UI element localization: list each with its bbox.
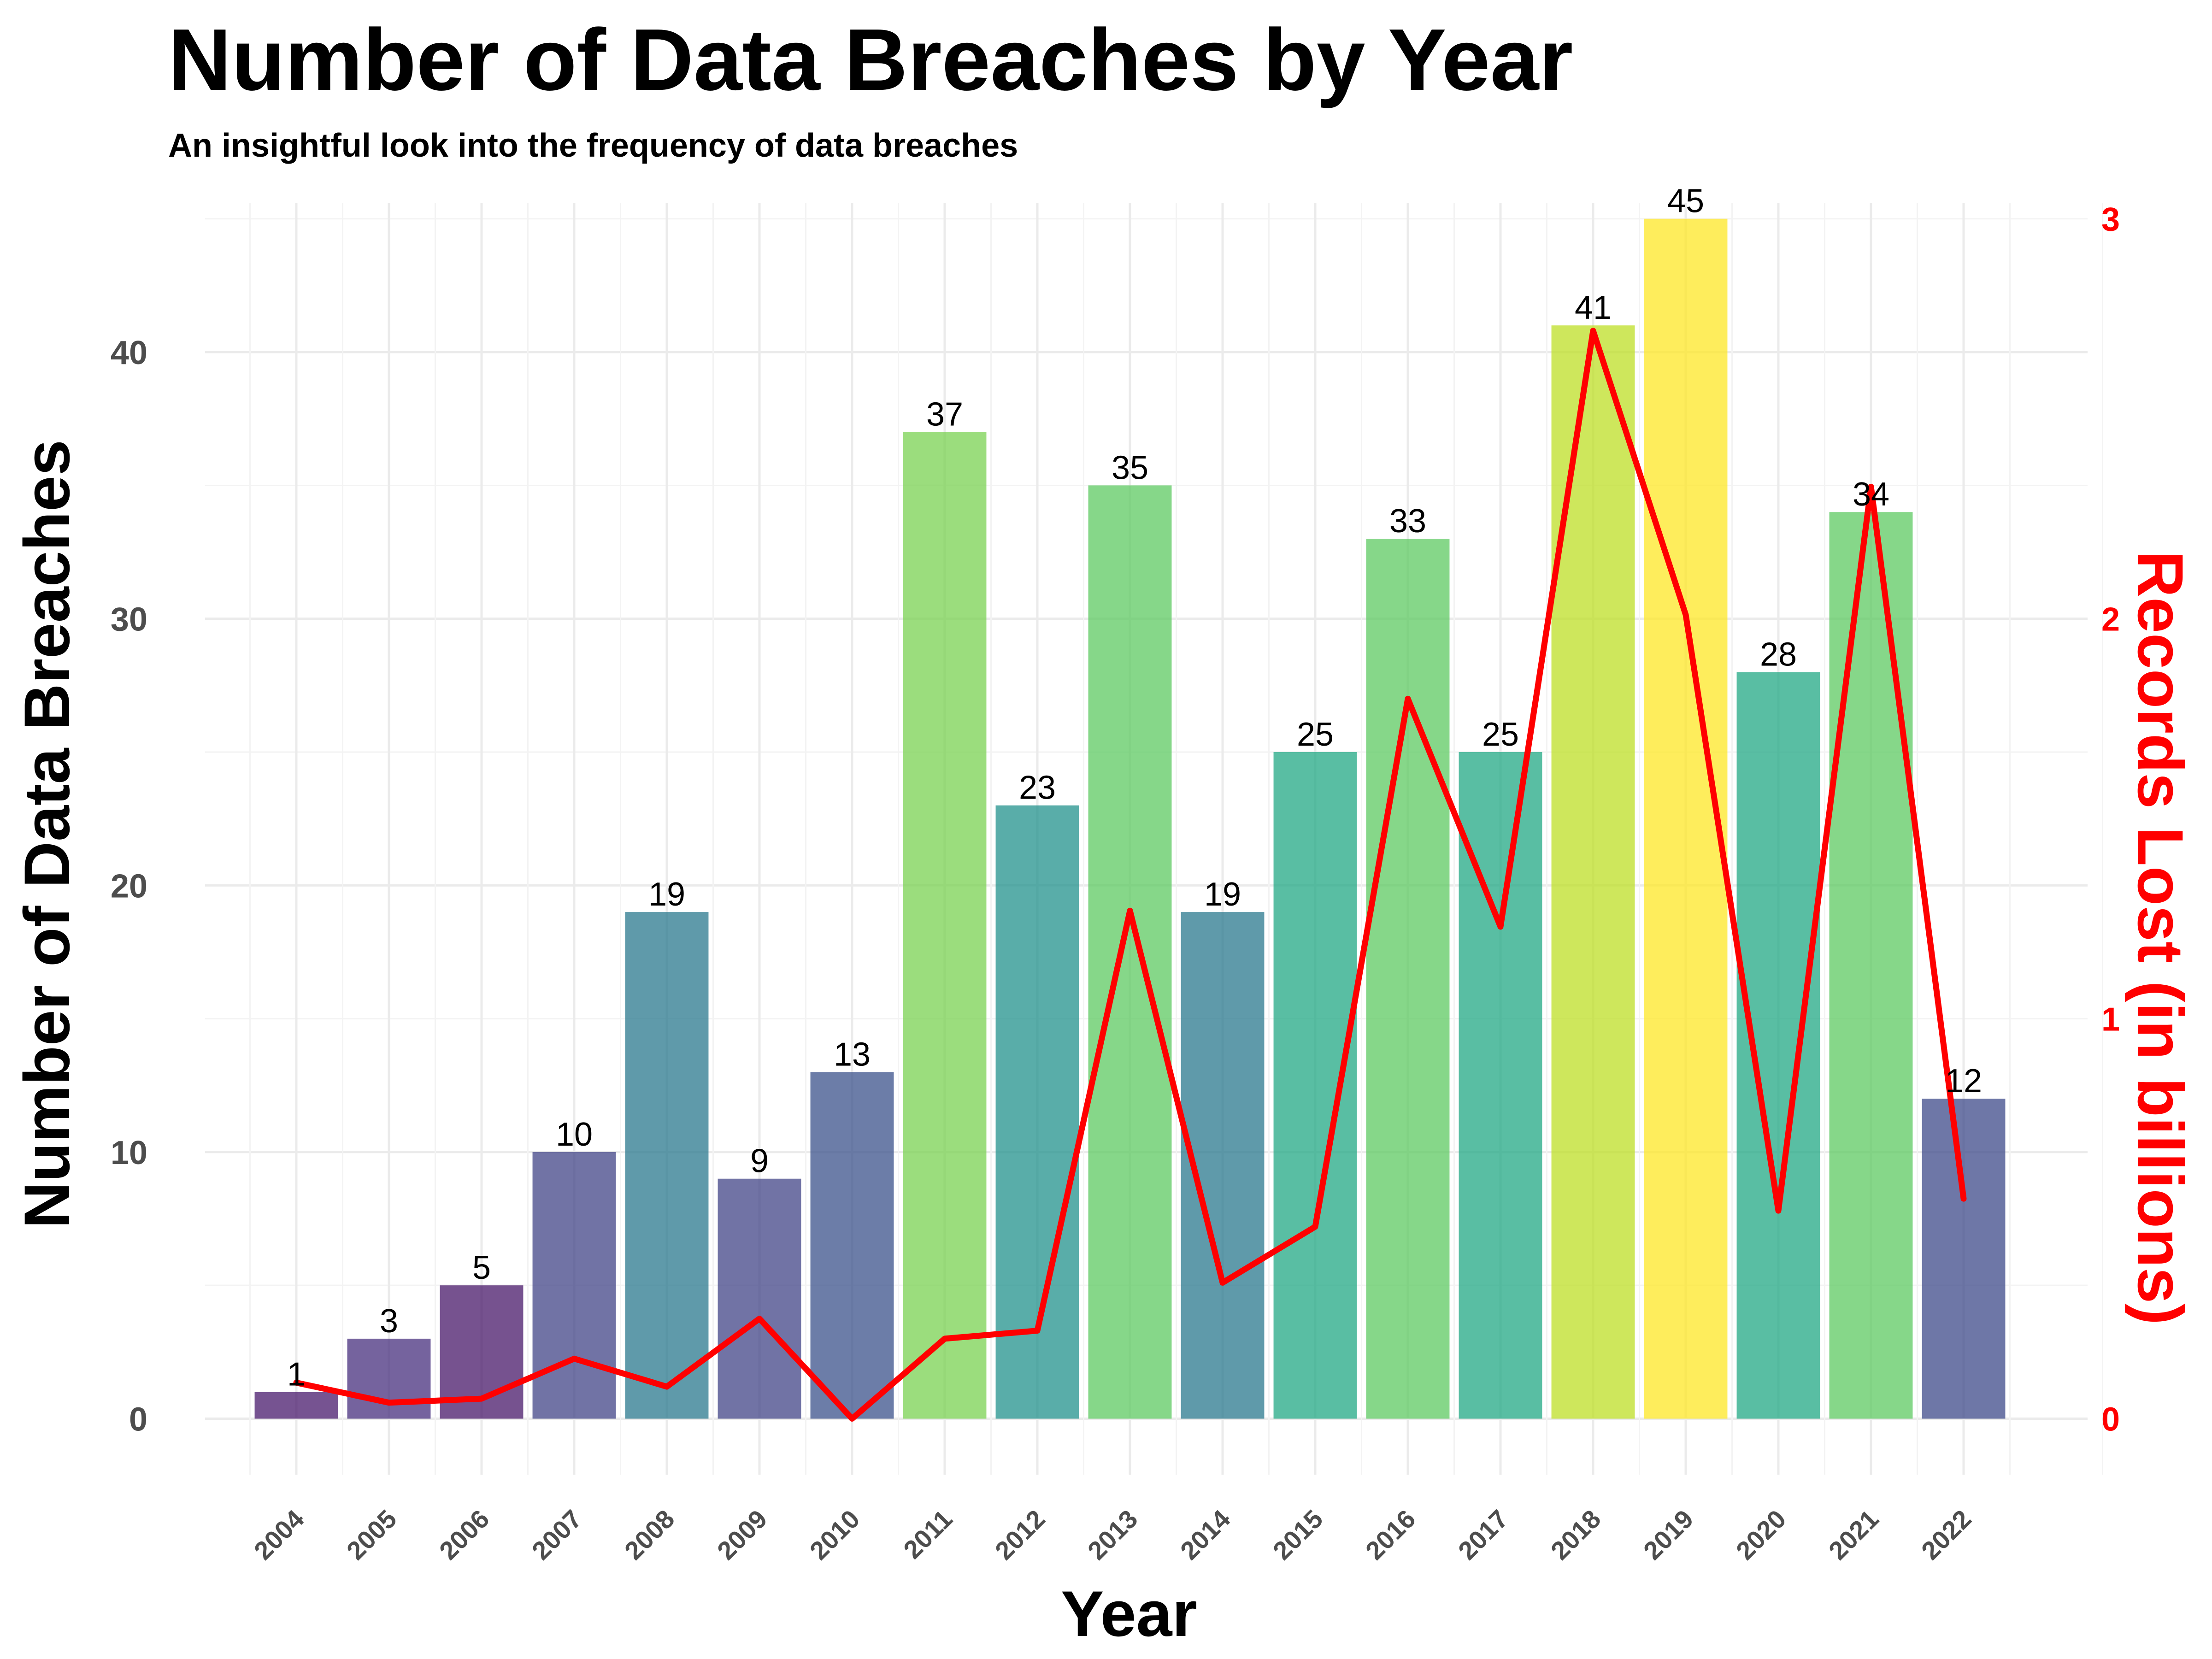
y-tick-label: 10 [111,1135,147,1171]
bar-value-label-2011: 37 [926,396,963,433]
bar-2010 [810,1072,894,1419]
records-lost-line [293,328,1967,1422]
x-tick-label-2005: 2005 [341,1504,402,1565]
bar-value-label-2008: 19 [648,876,685,913]
y-axis-title: Number of Data Breaches [11,440,83,1229]
bar-value-label-2016: 33 [1389,503,1426,540]
bar-value-label-2018: 41 [1575,289,1612,326]
y2-tick-label: 1 [2101,1001,2120,1038]
bar-2011 [903,432,987,1419]
y-axis-right: 0 1 2 3 [2101,201,2120,1438]
bar-2021 [1829,512,1913,1419]
x-tick-label-2016: 2016 [1360,1504,1421,1565]
x-axis-title: Year [1061,1577,1197,1650]
bar-value-label-2015: 25 [1297,716,1334,753]
x-tick-label-2013: 2013 [1082,1504,1143,1565]
bar-value-label-2021: 34 [1853,476,1889,513]
bar-value-label-2007: 10 [556,1116,593,1153]
bar-value-label-2009: 9 [750,1143,769,1180]
x-tick-label-2009: 2009 [712,1504,773,1565]
y2-tick-label: 0 [2101,1401,2120,1438]
bar-value-label-2022: 12 [1945,1063,1982,1100]
bar-value-label-2012: 23 [1019,770,1056,806]
x-tick-label-2011: 2011 [898,1504,958,1564]
x-tick-label-2021: 2021 [1823,1504,1884,1565]
bars [254,218,2006,1419]
bar-2016 [1366,539,1450,1419]
records-lost-polyline [293,328,1967,1422]
x-tick-label-2018: 2018 [1545,1504,1606,1565]
bar-2005 [347,1338,431,1419]
y-tick-label: 0 [129,1401,147,1438]
y-axis-left: 0 10 20 30 40 [111,335,147,1438]
bar-2022 [1922,1099,2006,1419]
bar-2015 [1273,752,1357,1419]
x-tick-label-2006: 2006 [434,1504,495,1565]
chart-subtitle: An insightful look into the frequency of… [168,127,1018,164]
bar-2020 [1736,672,1820,1419]
bar-value-label-2004: 1 [287,1356,306,1393]
y2-tick-label: 3 [2101,201,2120,238]
x-tick-label-2008: 2008 [619,1504,680,1565]
x-tick-label-2014: 2014 [1175,1504,1236,1565]
bar-2018 [1551,325,1635,1419]
x-tick-label-2004: 2004 [248,1504,310,1565]
x-tick-label-2015: 2015 [1267,1504,1329,1565]
x-tick-label-2019: 2019 [1638,1504,1699,1565]
bar-2009 [718,1178,801,1419]
x-axis: 2004 2005 2006 2007 2008 2009 2010 2011 2012 2013… [248,1504,1977,1565]
x-tick-label-2017: 2017 [1453,1504,1514,1565]
bar-value-label-2010: 13 [834,1036,871,1073]
x-tick-label-2007: 2007 [526,1504,588,1565]
x-tick-label-2020: 2020 [1730,1504,1792,1565]
y-tick-label: 40 [111,335,147,371]
bar-2013 [1088,485,1172,1419]
bar-2004 [254,1392,338,1419]
x-tick-label-2010: 2010 [804,1504,865,1565]
bar-value-label-2006: 5 [472,1249,491,1286]
y2-axis-title: Records Lost (in billions) [2124,551,2197,1325]
x-tick-label-2022: 2022 [1916,1504,1977,1565]
bar-2007 [532,1152,616,1419]
bar-2019 [1644,218,1728,1419]
bar-2012 [995,805,1079,1419]
bar-value-label-2020: 28 [1760,636,1797,673]
y2-tick-label: 2 [2101,601,2120,638]
bar-value-label-2005: 3 [380,1303,398,1340]
bar-value-label-2019: 45 [1667,183,1704,220]
bar-2008 [625,912,709,1419]
y-tick-label: 20 [111,868,147,905]
bar-value-label-2013: 35 [1112,449,1148,486]
chart-title: Number of Data Breaches by Year [168,11,1573,109]
bar-value-label-2014: 19 [1204,876,1241,913]
x-tick-label-2012: 2012 [989,1504,1051,1565]
y-tick-label: 30 [111,601,147,638]
bar-value-label-2017: 25 [1482,716,1519,753]
